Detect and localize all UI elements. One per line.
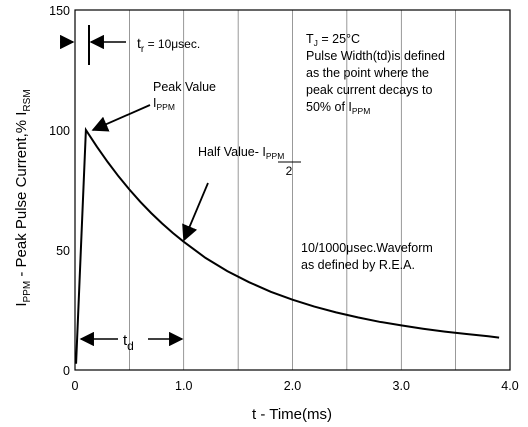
tr-label-sub: r xyxy=(141,44,145,55)
tr-label-t: t xyxy=(137,35,141,51)
y-tick-labels: 0 50 100 150 xyxy=(49,4,70,378)
series-line xyxy=(75,126,500,364)
x-tick-label-0: 0 xyxy=(72,379,79,393)
grid xyxy=(129,10,456,370)
half-label-sub: PPM xyxy=(266,151,284,161)
tj-label: TJ = 25°C xyxy=(306,32,360,48)
pulse-width-line4: 50% of IPPM xyxy=(306,100,370,116)
pulse-width-line4-sub: PPM xyxy=(352,106,370,116)
y-tick-label-2: 100 xyxy=(49,124,70,138)
td-label-t: t xyxy=(123,332,128,349)
tr-label: tr = 10μsec. xyxy=(137,35,200,55)
peak-label-i: I xyxy=(153,96,156,110)
tj-label-sub: J xyxy=(314,38,318,48)
tj-label-rest: = 25°C xyxy=(318,32,360,46)
tj-label-t: T xyxy=(306,32,314,46)
waveform-line2: as defined by R.E.A. xyxy=(301,258,415,272)
half-label-i: I xyxy=(262,145,265,159)
peak-label-sub: PPM xyxy=(156,102,174,112)
pulse-width-line4-prefix: 50% of I xyxy=(306,100,352,114)
x-tick-label-3: 3.0 xyxy=(393,379,410,393)
pulse-width-line1: Pulse Width(td)is defined xyxy=(306,49,445,63)
peak-arrow xyxy=(91,104,151,132)
y-axis-label-sub2: RSM xyxy=(22,89,33,111)
y-axis-label-mid: - Peak Pulse Current,% I xyxy=(13,112,30,281)
waveform-line1: 10/1000μsec.Waveform xyxy=(301,241,433,255)
x-tick-labels: 0 1.0 2.0 3.0 4.0 xyxy=(72,379,519,393)
y-tick-label-1: 50 xyxy=(56,244,70,258)
peak-label-line1: Peak Value xyxy=(153,80,216,94)
half-label: Half Value- IPPM xyxy=(198,145,284,161)
pulse-width-line3: peak current decays to xyxy=(306,83,433,97)
pulse-width-line2: as the point where the xyxy=(306,66,429,80)
tr-label-rest: = 10μsec. xyxy=(144,37,200,51)
plot-frame xyxy=(74,9,511,371)
y-axis-label-sub1: PPM xyxy=(22,281,33,303)
x-tick-label-4: 4.0 xyxy=(501,379,518,393)
x-tick-label-2: 2.0 xyxy=(284,379,301,393)
y-tick-label-0: 0 xyxy=(63,364,70,378)
td-label-sub: d xyxy=(127,339,134,353)
y-axis-label: IPPM - Peak Pulse Current,% IRSM xyxy=(13,89,33,306)
peak-label-line2: IPPM xyxy=(153,96,175,112)
y-tick-label-3: 150 xyxy=(49,4,70,18)
y-axis-label-main: I xyxy=(13,302,30,306)
half-label-prefix: Half Value- xyxy=(198,145,262,159)
td-label: td xyxy=(123,332,134,353)
x-tick-label-1: 1.0 xyxy=(175,379,192,393)
half-label-denominator: 2 xyxy=(286,164,293,178)
x-axis-label: t - Time(ms) xyxy=(252,406,332,423)
half-arrow xyxy=(182,182,209,242)
